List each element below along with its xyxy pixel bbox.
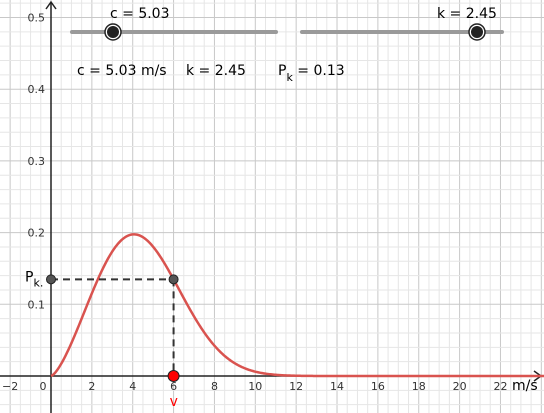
info-probability-sub: k: [286, 71, 293, 84]
v-point[interactable]: [167, 370, 180, 382]
y-tick-labels: 0.1 0.2 0.3 0.4 0.5: [28, 12, 46, 312]
info-shape: k = 2.45: [186, 63, 246, 79]
y-axis-arrow: [45, 0, 57, 10]
x-tick-labels: −2 0 2 4 6 8 10 12 14 16 18 20 22: [2, 380, 507, 393]
x-tick-label: 6: [170, 380, 177, 393]
y-axis-point[interactable]: [46, 274, 56, 285]
slider-k-knob[interactable]: [468, 23, 486, 41]
info-speed: c = 5.03 m/s: [77, 63, 167, 79]
slider-c-knob[interactable]: [104, 23, 122, 41]
v-point-label: v: [170, 394, 178, 410]
x-tick-label: 0: [40, 380, 47, 393]
y-axis-marker-base: P: [25, 269, 33, 285]
x-tick-label: 8: [211, 380, 218, 393]
y-tick-label: 0.2: [28, 227, 46, 240]
info-probability-base: P: [278, 63, 286, 79]
x-tick-label: 22: [493, 380, 507, 393]
x-axis-unit: m/s: [512, 378, 538, 394]
y-tick-label: 0.5: [28, 12, 46, 25]
y-tick-label: 0.1: [28, 298, 46, 311]
curve-point[interactable]: [168, 274, 179, 285]
y-tick-label: 0.3: [28, 155, 46, 168]
y-tick-label: 0.4: [28, 83, 46, 96]
slider-c-label: c = 5.03: [110, 6, 170, 22]
x-tick-label: 16: [371, 380, 385, 393]
distribution-curve[interactable]: [50, 233, 544, 378]
x-tick-label: 2: [88, 380, 95, 393]
slider-k-label: k = 2.45: [437, 6, 497, 22]
x-tick-label: 20: [453, 380, 467, 393]
info-probability: Pk = 0.13: [278, 63, 345, 84]
x-tick-label: 14: [330, 380, 344, 393]
slider-c[interactable]: c = 5.03: [70, 6, 278, 41]
x-tick-label: −2: [2, 380, 18, 393]
info-probability-value: = 0.13: [293, 63, 345, 79]
x-tick-label: 18: [412, 380, 426, 393]
x-tick-label: 12: [289, 380, 303, 393]
x-tick-label: 10: [248, 380, 262, 393]
y-axis-marker-sub: k.: [33, 276, 43, 289]
slider-k[interactable]: k = 2.45: [300, 6, 504, 41]
x-tick-label: 4: [129, 380, 136, 393]
y-axis-marker-label: Pk.: [25, 269, 43, 289]
